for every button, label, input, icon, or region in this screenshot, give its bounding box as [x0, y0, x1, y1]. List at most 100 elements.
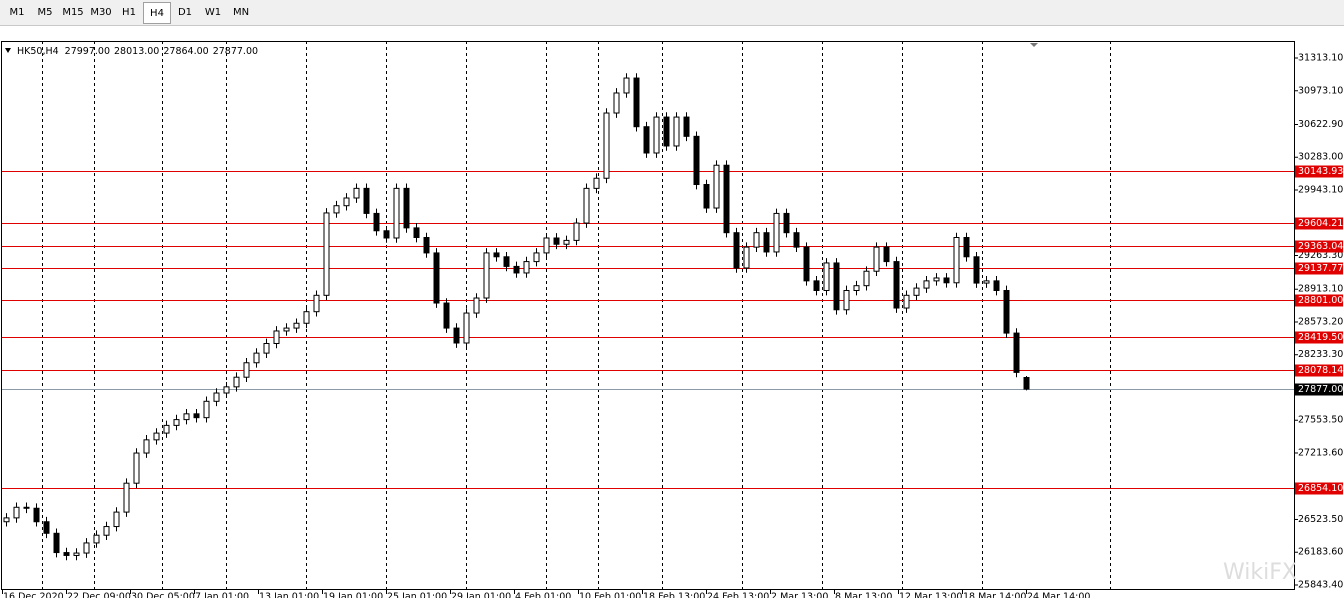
candle-body — [483, 252, 490, 299]
candle-body — [583, 187, 590, 224]
candle-body — [533, 252, 540, 263]
candle-body — [693, 135, 700, 186]
level-label-box — [1295, 294, 1343, 307]
level-label-box — [1295, 240, 1343, 253]
candle-body — [923, 280, 930, 289]
candle-body — [983, 280, 990, 284]
candle-body — [13, 506, 20, 519]
x-tick-label: 4 Feb 01:00 — [515, 592, 571, 598]
x-tick-label: 19 Jan 01:00 — [323, 592, 383, 598]
level-label: 30143.93 — [1298, 166, 1343, 177]
candle-body — [33, 507, 40, 523]
candle-body — [853, 285, 860, 291]
candle-body — [763, 232, 770, 253]
level-label-box — [1295, 331, 1343, 344]
level-label: 29137.77 — [1298, 263, 1343, 274]
candle-body — [743, 246, 750, 269]
candle-body — [753, 232, 760, 248]
timeframe-button[interactable]: MN — [232, 7, 250, 18]
candle-body — [323, 212, 330, 296]
timeframe-button[interactable]: W1 — [204, 7, 222, 18]
candle-body — [1003, 289, 1010, 334]
candle-body — [473, 297, 480, 314]
x-tick-label: 24 Mar 14:00 — [1027, 592, 1090, 598]
y-tick-label: 30973.10 — [1298, 85, 1343, 96]
candle-body — [193, 413, 200, 419]
candle-body — [463, 312, 470, 344]
y-tick-label: 27213.60 — [1298, 447, 1343, 458]
candle-body — [73, 552, 80, 556]
quote-value: 28013.00 — [114, 46, 159, 57]
candle-body — [553, 237, 560, 245]
timeframe-button[interactable]: M1 — [9, 7, 25, 18]
candle-body — [933, 277, 940, 282]
x-tick-label: 2 Mar 13:00 — [771, 592, 828, 598]
level-label-box — [1295, 165, 1343, 178]
candle-body — [393, 187, 400, 239]
candle-body — [403, 187, 410, 229]
shift-marker — [1030, 43, 1038, 47]
candle-body — [873, 246, 880, 272]
x-tick-label: 7 Jan 01:00 — [195, 592, 249, 598]
candle-body — [353, 187, 360, 199]
candle-body — [153, 432, 160, 441]
candle-body — [823, 262, 830, 291]
candle-body — [613, 92, 620, 114]
candle-body — [643, 126, 650, 154]
candle-body — [833, 262, 840, 311]
candle-body — [93, 534, 100, 544]
candle-body — [163, 424, 170, 434]
candle-body — [363, 187, 370, 214]
x-tick-label: 18 Mar 14:00 — [963, 592, 1026, 598]
candle-body — [863, 270, 870, 287]
candle-body — [493, 252, 500, 258]
candle-body — [433, 252, 440, 304]
y-tick-label: 26183.60 — [1298, 547, 1343, 558]
quote-value: 27864.00 — [163, 46, 208, 57]
candle-body — [223, 386, 230, 394]
candle-body — [263, 342, 270, 354]
candle-body — [843, 289, 850, 311]
level-label: 29363.04 — [1298, 241, 1343, 252]
candle-body — [373, 212, 380, 232]
x-tick-label: 22 Dec 09:00 — [67, 592, 131, 598]
candle-body — [103, 526, 110, 536]
candle-body — [523, 261, 530, 274]
candle-body — [183, 413, 190, 421]
level-label: 29604.21 — [1298, 218, 1343, 229]
candle-body — [123, 482, 130, 513]
x-tick-label: 24 Feb 13:00 — [707, 592, 769, 598]
timeframe-button[interactable]: H4 — [143, 2, 171, 24]
timeframe-button[interactable]: M5 — [37, 7, 53, 18]
candle-body — [43, 521, 50, 534]
candle-body — [143, 439, 150, 454]
candle-body — [133, 452, 140, 484]
candle-body — [783, 212, 790, 234]
candle-body — [293, 322, 300, 329]
candle-body — [883, 246, 890, 263]
candle-body — [3, 517, 10, 523]
level-label-box — [1295, 482, 1343, 495]
timeframe-button[interactable]: M15 — [62, 7, 84, 18]
symbol: HK50,H4 — [17, 46, 59, 57]
candle-body — [963, 237, 970, 258]
y-tick-label: 28233.30 — [1298, 349, 1343, 360]
timeframe-button[interactable]: H1 — [122, 7, 136, 18]
y-tick-label: 28913.10 — [1298, 284, 1343, 295]
candle-body — [173, 419, 180, 426]
candle-body — [503, 256, 510, 267]
level-label-box — [1295, 262, 1343, 275]
candle-body — [83, 542, 90, 554]
candle-body — [663, 116, 670, 147]
timeframe-button[interactable]: M30 — [90, 7, 112, 18]
candle-body — [113, 511, 120, 528]
candle-body — [913, 287, 920, 296]
candle-body — [793, 232, 800, 248]
x-tick-label: 12 Mar 13:00 — [899, 592, 962, 598]
candle-body — [893, 261, 900, 309]
candle-body — [243, 362, 250, 378]
timeframe-button[interactable]: D1 — [177, 7, 193, 18]
candle-body — [713, 164, 720, 209]
candle-body — [603, 112, 610, 179]
